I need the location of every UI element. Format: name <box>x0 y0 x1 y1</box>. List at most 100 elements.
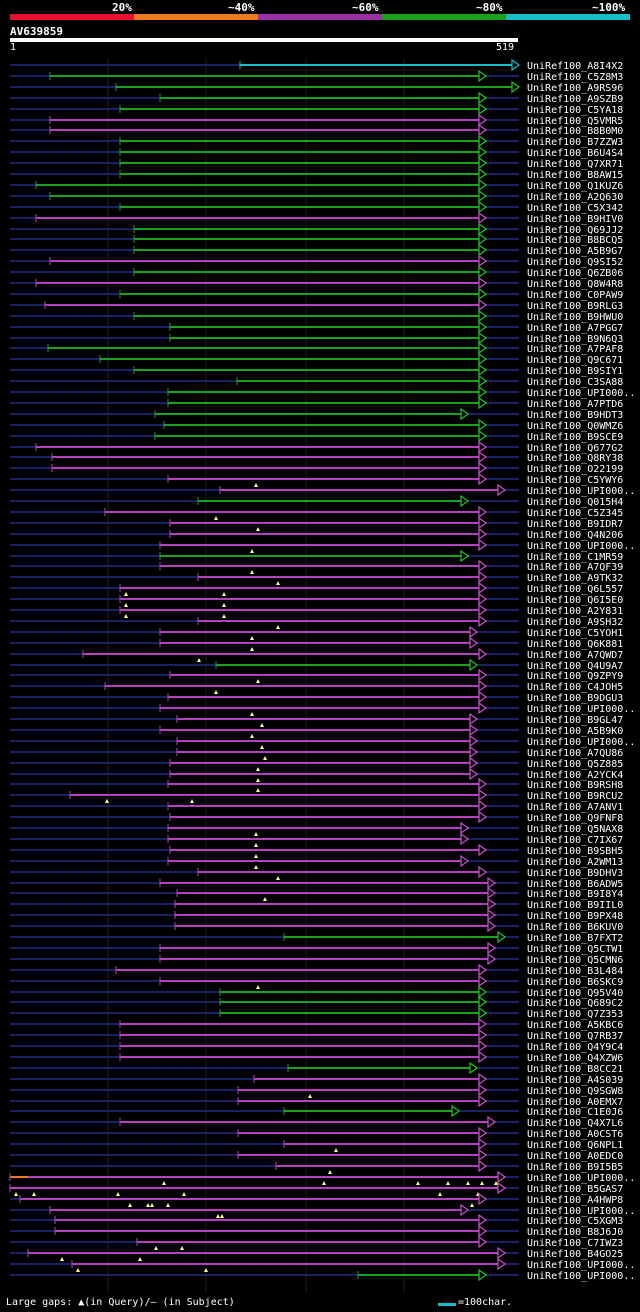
hit-end-arrow <box>478 472 488 486</box>
hit-row: UniRef100_B8B0M0 <box>10 123 623 137</box>
hit-label: UniRef100_B9SBH5 <box>527 846 623 857</box>
hit-label: UniRef100_B9IDR7 <box>527 519 623 530</box>
hit-end-arrow <box>469 658 479 672</box>
hit-row: UniRef100_A5B9G7 <box>10 243 623 257</box>
hit-end-arrow <box>478 374 488 388</box>
hit-row: UniRef100_B9HIV0 <box>10 211 623 225</box>
hit-label: UniRef100_C5YWY6 <box>527 475 623 486</box>
hit-end-arrow <box>478 843 488 857</box>
hit-label: UniRef100_A9RS96 <box>527 83 623 94</box>
hit-end-arrow <box>478 1148 488 1162</box>
hit-row: UniRef100_Q4U9A7 <box>10 658 623 672</box>
query-gap-marker <box>222 592 226 596</box>
hit-label: UniRef100_A7PTD6 <box>527 399 623 410</box>
hit-row: UniRef100_C7IWZ3 <box>10 1235 623 1250</box>
hit-row: UniRef100_C5YOH1 <box>10 625 623 640</box>
hit-label: UniRef100_UPI000.. <box>527 541 635 552</box>
query-gap-marker <box>438 1192 442 1196</box>
query-gap-marker <box>124 592 128 596</box>
hit-label: UniRef100_Q689C2 <box>527 998 623 1009</box>
hit-label: UniRef100_UPI000.. <box>527 388 635 399</box>
hit-row: UniRef100_B9N6Q3 <box>10 331 623 345</box>
hit-row: UniRef100_Q4X7L6 <box>10 1115 623 1129</box>
hit-end-arrow <box>478 363 488 377</box>
hit-row: UniRef100_B7FXT2 <box>10 930 623 944</box>
hit-label: UniRef100_Q4N206 <box>527 530 623 541</box>
hit-row: UniRef100_B9I5B5 <box>10 1159 623 1174</box>
hit-end-arrow <box>478 581 488 595</box>
hit-row: UniRef100_B9HDT3 <box>10 407 623 421</box>
query-gap-marker <box>254 483 258 487</box>
hit-end-arrow <box>487 886 497 900</box>
query-gap-marker <box>250 549 254 553</box>
hit-end-arrow <box>478 592 488 606</box>
hit-end-arrow <box>478 69 488 83</box>
hit-end-arrow <box>478 178 488 192</box>
hit-row: UniRef100_Q4Y9C4 <box>10 1039 623 1053</box>
hit-label: UniRef100_UPI000.. <box>527 704 635 715</box>
query-gap-marker <box>180 1246 184 1250</box>
query-start-label: 1 <box>10 42 17 53</box>
hit-end-arrow <box>478 254 488 268</box>
hit-row: UniRef100_B7ZZW3 <box>10 134 623 148</box>
hit-label: UniRef100_C5Z8M3 <box>527 72 623 83</box>
hit-label: UniRef100_C4JOH5 <box>527 682 623 693</box>
hit-label: UniRef100_A0EMX7 <box>527 1097 623 1108</box>
query-gap-marker <box>260 745 264 749</box>
hit-end-arrow <box>469 723 479 737</box>
hit-end-arrow <box>497 1246 507 1260</box>
hit-label: UniRef100_B9HIV0 <box>527 214 623 225</box>
query-gap-marker <box>76 1268 80 1272</box>
hit-label: UniRef100_C3SA88 <box>527 377 623 388</box>
query-bar <box>10 38 518 42</box>
hit-label: UniRef100_A5B9G7 <box>527 246 623 257</box>
hit-label: UniRef100_UPI000.. <box>527 1206 635 1217</box>
hit-end-arrow <box>478 865 488 879</box>
hit-row: UniRef100_B6SKC9 <box>10 974 623 989</box>
query-gap-marker <box>250 636 254 640</box>
hit-label: UniRef100_B9I5B5 <box>527 1162 623 1173</box>
hit-label: UniRef100_B9PX48 <box>527 911 623 922</box>
hit-row: UniRef100_B9SBH5 <box>10 843 623 858</box>
hit-row: UniRef100_A0EMX7 <box>10 1094 623 1108</box>
hit-label: UniRef100_Q9C671 <box>527 355 623 366</box>
hit-end-arrow <box>487 897 497 911</box>
hit-row: UniRef100_C1E0J6 <box>10 1104 623 1118</box>
hit-row: UniRef100_C5YWY6 <box>10 472 623 487</box>
hit-end-arrow <box>478 690 488 704</box>
query-gap-marker <box>222 603 226 607</box>
hit-end-arrow <box>478 1017 488 1031</box>
hit-row: UniRef100_Q5Z885 <box>10 756 623 771</box>
hit-label: UniRef100_UPI000.. <box>527 1173 635 1184</box>
hit-row: UniRef100_B3L484 <box>10 963 623 977</box>
hit-end-arrow <box>460 549 470 563</box>
hit-label: UniRef100_B6ADW5 <box>527 879 623 890</box>
hit-label: UniRef100_A2Q630 <box>527 192 623 203</box>
hit-end-arrow <box>478 134 488 148</box>
hit-end-arrow <box>478 505 488 519</box>
hit-end-arrow <box>478 440 488 454</box>
query-gap-marker <box>116 1192 120 1196</box>
query-gap-marker <box>276 581 280 585</box>
hit-label: UniRef100_C5YA18 <box>527 105 623 116</box>
hit-row: UniRef100_Q9SGW8 <box>10 1083 623 1098</box>
hit-label: UniRef100_B9HDT3 <box>527 410 623 421</box>
query-gap-marker <box>162 1181 166 1185</box>
hit-row: UniRef100_C4JOH5 <box>10 679 623 694</box>
hit-row: UniRef100_B8J6J0 <box>10 1224 623 1238</box>
hit-label: UniRef100_O22199 <box>527 464 623 475</box>
query-gap-marker <box>494 1181 498 1185</box>
hit-row: UniRef100_B6ADW5 <box>10 876 623 890</box>
query-gap-marker <box>204 1268 208 1272</box>
hit-row: UniRef100_B8CC21 <box>10 1061 623 1075</box>
hit-label: UniRef100_C1E0J6 <box>527 1107 623 1118</box>
hit-end-arrow <box>478 1235 488 1249</box>
query-gap-marker <box>128 1203 132 1207</box>
hit-end-arrow <box>478 1072 488 1086</box>
hit-row: UniRef100_O22199 <box>10 461 623 475</box>
hit-row: UniRef100_Q4XZW6 <box>10 1050 623 1064</box>
hit-label: UniRef100_Q5CTW1 <box>527 944 623 955</box>
hit-row: UniRef100_C0PAW9 <box>10 287 623 301</box>
query-gap-marker <box>308 1094 312 1098</box>
